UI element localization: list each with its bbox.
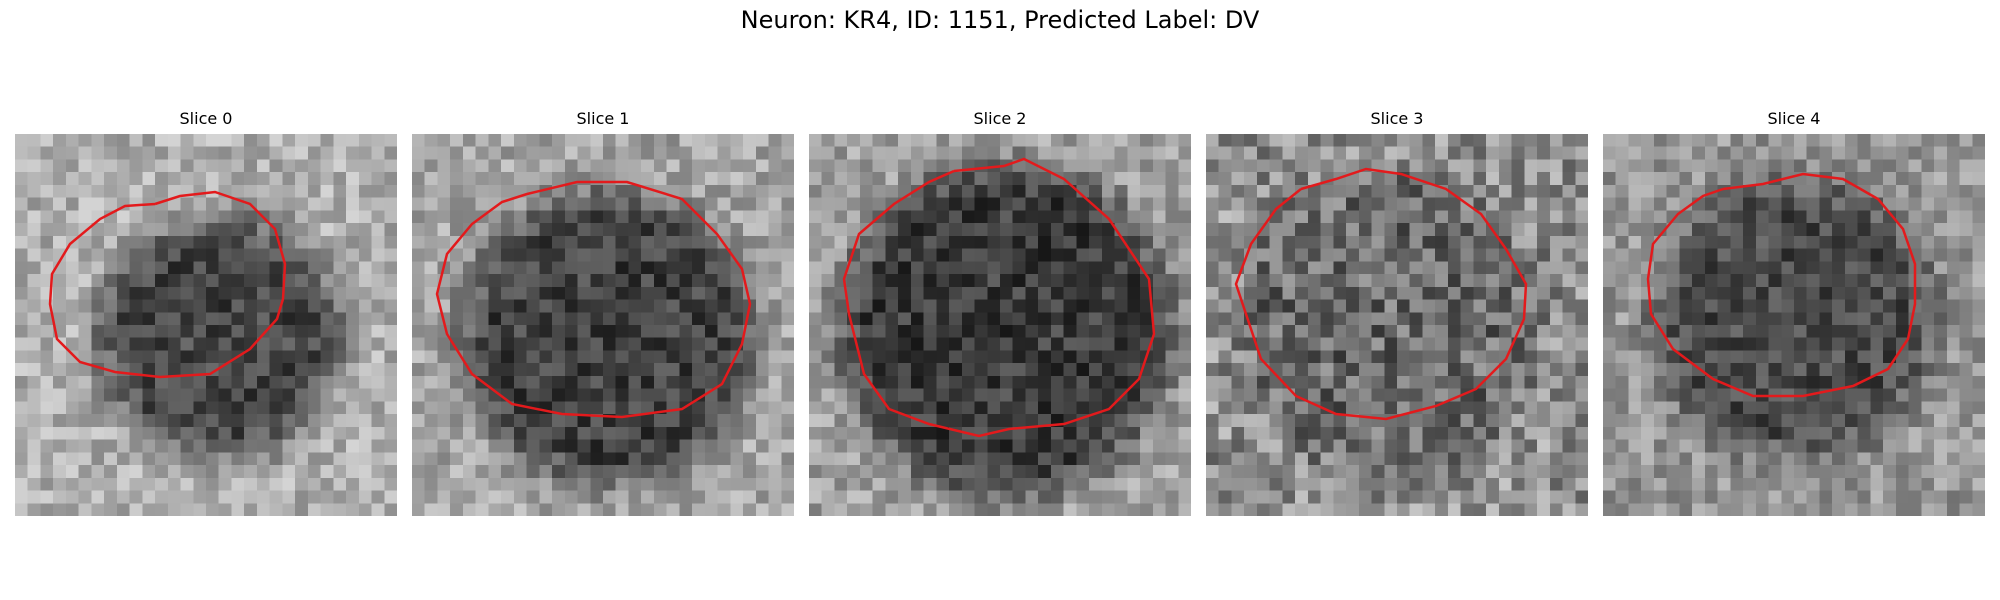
contour-line bbox=[50, 192, 285, 377]
contour-line bbox=[844, 159, 1154, 436]
contour-line bbox=[1648, 174, 1915, 396]
slice-panel-4: Slice 4 bbox=[1603, 108, 1985, 516]
slice-panel-2: Slice 2 bbox=[809, 108, 1191, 516]
cell-contour bbox=[1206, 134, 1588, 516]
slice-title: Slice 0 bbox=[15, 108, 397, 130]
slice-title: Slice 2 bbox=[809, 108, 1191, 130]
slice-panel-1: Slice 1 bbox=[412, 108, 794, 516]
cell-contour bbox=[809, 134, 1191, 516]
contour-line bbox=[1236, 169, 1526, 419]
slice-panel-0: Slice 0 bbox=[15, 108, 397, 516]
cell-contour bbox=[412, 134, 794, 516]
figure-title: Neuron: KR4, ID: 1151, Predicted Label: … bbox=[0, 6, 2000, 34]
slice-title: Slice 3 bbox=[1206, 108, 1588, 130]
cell-contour bbox=[15, 134, 397, 516]
cell-contour bbox=[1603, 134, 1985, 516]
slice-title: Slice 1 bbox=[412, 108, 794, 130]
contour-line bbox=[437, 182, 750, 417]
slice-title: Slice 4 bbox=[1603, 108, 1985, 130]
slice-panel-3: Slice 3 bbox=[1206, 108, 1588, 516]
